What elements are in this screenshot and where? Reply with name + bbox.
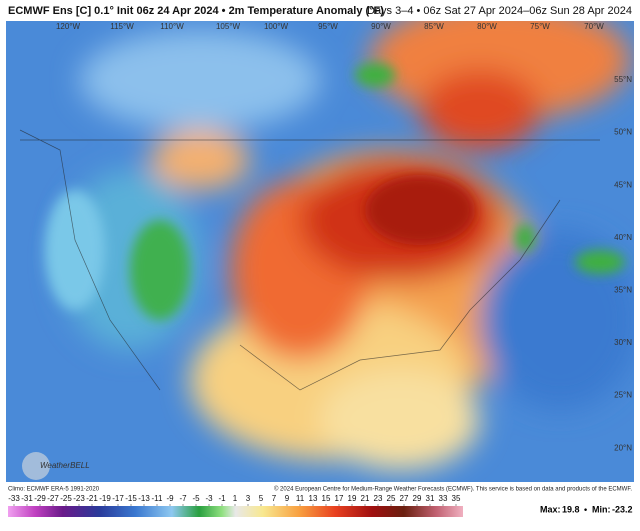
colorbar-label: -27 [47,494,59,503]
colorbar-label: 25 [387,494,396,503]
lon-label: 105°W [216,22,241,31]
lat-label: 50°N [614,128,632,137]
colorbar-label: -13 [138,494,150,503]
colorbar-label: -3 [205,494,213,503]
colorbar-label: -31 [21,494,33,503]
lat-label: 25°N [614,391,632,400]
colorbar-label: 17 [335,494,344,503]
lon-label: 75°W [530,22,550,31]
colorbar-label: 27 [400,494,409,503]
colorbar-label: 21 [361,494,370,503]
lon-label: 100°W [264,22,289,31]
max-label: Max: [540,504,561,514]
colorbar-label: -15 [125,494,137,503]
colorbar-label: 3 [246,494,251,503]
lat-label: 45°N [614,180,632,189]
colorbar-label: 5 [259,494,264,503]
colorbar-label: -11 [152,494,164,503]
lon-label: 115°W [110,22,134,31]
colorbar-label: -17 [112,494,124,503]
colorbar-label: 31 [426,494,435,503]
colorbar-label: -23 [73,494,85,503]
lat-label: 55°N [614,75,632,84]
colorbar-label: 11 [296,494,305,503]
lon-label: 70°W [584,22,604,31]
colorbar-label: -29 [34,494,46,503]
colorbar [8,506,463,517]
copyright: © 2024 European Centre for Medium-Range … [274,486,632,493]
min-label: Min: [592,504,611,514]
colorbar-label: 35 [452,494,461,503]
lon-label: 90°W [371,22,391,31]
climo: Climo: ECMWF ERA-5 1991-2020 [8,487,100,493]
lon-label: 85°W [424,22,444,31]
lat-label: 40°N [614,233,632,242]
sep: • [584,504,587,514]
colorbar-label: -5 [192,494,200,503]
colorbar-label: 29 [413,494,422,503]
colorbar-label: -21 [86,494,98,503]
lon-label: 120°W [56,22,81,31]
colorbar-label: -7 [179,494,187,503]
colorbar-label: 13 [309,494,318,503]
logo: WeatherBELL [40,461,90,470]
lat-label: 30°N [614,338,632,347]
colorbar-label: -19 [99,494,111,503]
colorbar-label: -25 [60,494,72,503]
colorbar-label: 23 [374,494,383,503]
colorbar-label: 7 [272,494,277,503]
lon-label: 80°W [477,22,497,31]
colorbar-label: 33 [439,494,448,503]
lat-label: 20°N [614,443,632,452]
max-value: 19.8 [562,504,580,514]
period: Days 3–4 • 06z Sat 27 Apr 2024–06z Sun 2… [367,5,632,17]
lon-label: 110°W [160,22,184,31]
colorbar-label: -33 [8,494,20,503]
lat-label: 35°N [614,286,632,295]
map: 120°W 115°W 110°W 105°W 100°W 95°W 90°W 85°W 80°… [6,21,634,482]
colorbar-label: -1 [218,494,226,503]
colorbar-label: 9 [285,494,290,503]
colorbar-label: 19 [348,494,357,503]
lon-label: 95°W [318,22,338,31]
colorbar-label: -9 [166,494,174,503]
colorbar-label: 15 [322,494,331,503]
colorbar-label: 1 [233,494,238,503]
title: ECMWF Ens [C] 0.1° Init 06z 24 Apr 2024 … [8,5,384,17]
stats: Max: 19.8 • Min: -23.2 [540,504,633,514]
min-value: -23.2 [612,504,633,514]
